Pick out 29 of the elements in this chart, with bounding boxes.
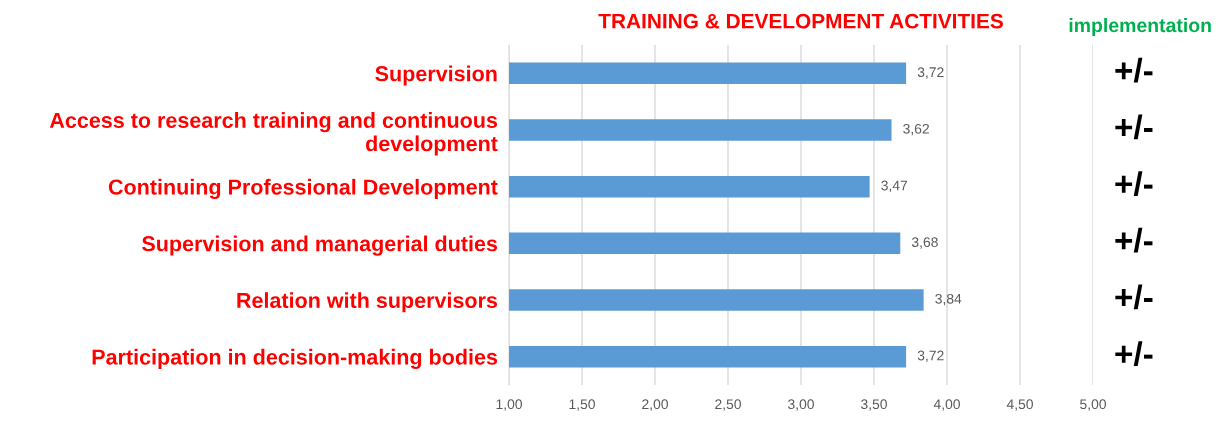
text: +/-	[1115, 57, 1153, 83]
text: +/-	[1115, 341, 1153, 366]
x-tick-label: 1,00	[496, 399, 522, 411]
data-label: 3,47	[881, 180, 908, 193]
y-tick-label: Access to research training and continuous development	[49, 112, 498, 156]
x-tick-label: 4,50	[1006, 399, 1033, 411]
data-label: 3,84	[935, 293, 962, 306]
x-tick-label: 4,00	[933, 399, 960, 411]
text: +/-	[1115, 284, 1153, 310]
data-label: 3,72	[917, 67, 944, 79]
text: +/-	[1115, 114, 1153, 140]
text: implementation	[1069, 17, 1211, 37]
y-tick-label: Supervision and managerial duties	[142, 235, 498, 256]
x-tick-label: 2,00	[642, 399, 668, 411]
x-tick-label: 5,00	[1080, 399, 1106, 411]
x-tick-label: 1,50	[569, 399, 595, 411]
text: +/-	[1115, 171, 1153, 196]
y-tick-label: Continuing Professional Development	[108, 178, 498, 200]
x-tick-label: 3,00	[788, 399, 814, 411]
chart-title: TRAINING & DEVELOPMENT ACTIVITIES	[598, 13, 1003, 29]
x-tick-label: 2,50	[715, 399, 741, 411]
data-label: 3,62	[903, 123, 929, 136]
text: +/-	[1115, 227, 1153, 253]
y-tick-label: Relation with supervisors	[237, 292, 498, 313]
x-tick-label: 3,50	[861, 399, 887, 411]
y-tick-label: Supervision	[375, 65, 497, 86]
y-tick-label: Participation in decision-making bodies	[92, 348, 498, 370]
data-label: 3,68	[911, 237, 938, 249]
data-label: 3,72	[917, 350, 944, 363]
